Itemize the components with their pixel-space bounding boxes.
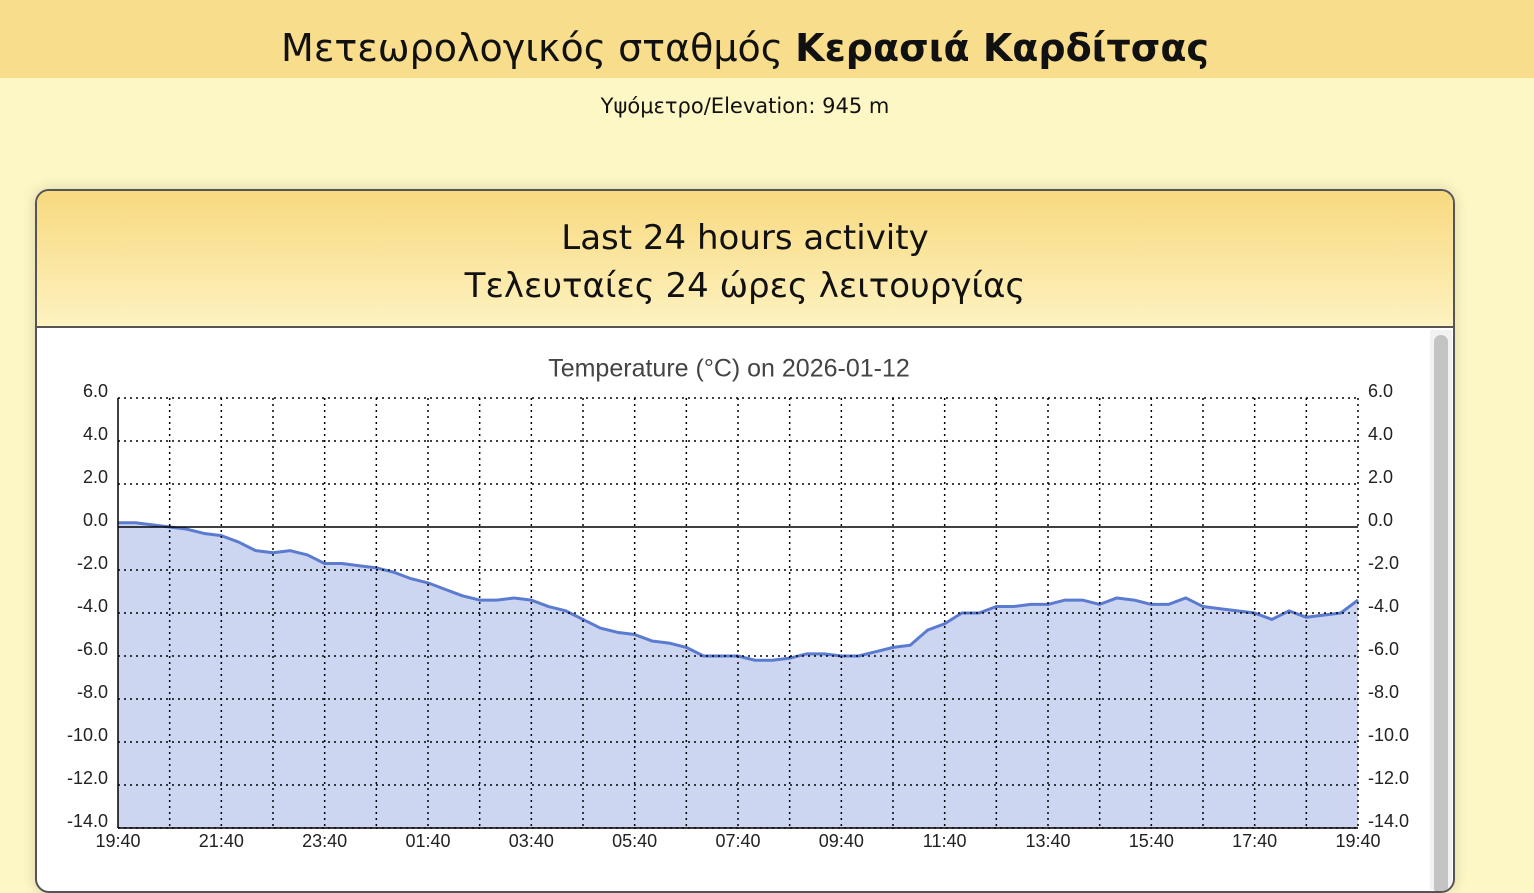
title-prefix: Μετεωρολογικός σταθμός: [281, 26, 784, 70]
y2-tick-label: -6.0: [1368, 639, 1399, 659]
y2-tick-label: -14.0: [1368, 811, 1409, 831]
y2-tick-label: 6.0: [1368, 381, 1393, 401]
x-tick-label: 01:40: [405, 831, 450, 851]
x-tick-label: 19:40: [95, 831, 140, 851]
x-tick-label: 19:40: [1335, 831, 1380, 851]
y2-tick-label: -12.0: [1368, 768, 1409, 788]
y2-tick-label: 4.0: [1368, 424, 1393, 444]
x-tick-label: 09:40: [819, 831, 864, 851]
y-tick-label: -10.0: [67, 725, 108, 745]
y-tick-label: 4.0: [83, 424, 108, 444]
chart: Temperature (°C) on 2026-01-12 6.0 6.0 4.0…: [67, 355, 1409, 851]
panel-header: Last 24 hours activity Τελευταίες 24 ώρες…: [37, 191, 1453, 328]
y2-tick-label: -10.0: [1368, 725, 1409, 745]
x-tick-label: 03:40: [509, 831, 554, 851]
panel-title: Last 24 hours activity: [561, 218, 929, 258]
x-tick-label: 15:40: [1129, 831, 1174, 851]
panel-subtitle: Τελευταίες 24 ώρες λειτουργίας: [464, 266, 1026, 306]
y-tick-label: -8.0: [77, 682, 108, 702]
y-tick-label: -6.0: [77, 639, 108, 659]
station-title: Μετεωρολογικός σταθμός Κερασιά Καρδίτσας: [0, 26, 1490, 70]
y2-tick-label: -4.0: [1368, 596, 1399, 616]
y-tick-label: 2.0: [83, 467, 108, 487]
y-tick-label: -4.0: [77, 596, 108, 616]
x-tick-label: 21:40: [199, 831, 244, 851]
y2-tick-label: -2.0: [1368, 553, 1399, 573]
y-tick-label: -2.0: [77, 553, 108, 573]
y2-tick-label: 2.0: [1368, 467, 1393, 487]
chart-title: Temperature (°C) on 2026-01-12: [548, 355, 910, 383]
x-tick-label: 17:40: [1232, 831, 1277, 851]
x-tick-label: 07:40: [715, 831, 760, 851]
y2-tick-label: 0.0: [1368, 510, 1393, 530]
x-tick-label: 05:40: [612, 831, 657, 851]
y2-tick-label: -8.0: [1368, 682, 1399, 702]
scrollbar-thumb[interactable]: [1434, 335, 1448, 891]
elevation: Υψόμετρο/Elevation: 945 m: [600, 94, 890, 118]
x-tick-label: 23:40: [302, 831, 347, 851]
y-tick-label: 6.0: [83, 381, 108, 401]
y-tick-label: -12.0: [67, 768, 108, 788]
y-tick-label: -14.0: [67, 811, 108, 831]
title-bold: Κερασιά Καρδίτσας: [795, 26, 1209, 70]
top-bar: [0, 0, 1534, 78]
y-tick-label: 0.0: [83, 510, 108, 530]
x-tick-label: 11:40: [923, 831, 967, 851]
x-tick-label: 13:40: [1025, 831, 1070, 851]
